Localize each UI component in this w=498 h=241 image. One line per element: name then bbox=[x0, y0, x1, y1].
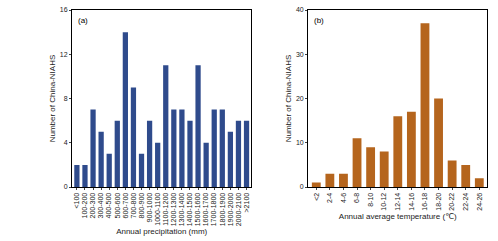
svg-text:18-20: 18-20 bbox=[435, 193, 442, 211]
svg-text:<100: <100 bbox=[73, 193, 80, 209]
svg-text:8: 8 bbox=[64, 95, 68, 102]
svg-text:8-10: 8-10 bbox=[367, 193, 374, 207]
svg-text:22-24: 22-24 bbox=[462, 193, 469, 211]
svg-text:Annual average temperature (℃): Annual average temperature (℃) bbox=[339, 212, 457, 221]
svg-text:1900-2000: 1900-2000 bbox=[227, 193, 234, 227]
svg-text:20-22: 20-22 bbox=[448, 193, 455, 211]
svg-text:0: 0 bbox=[64, 183, 68, 190]
svg-text:1200-1300: 1200-1300 bbox=[170, 193, 177, 227]
svg-text:16-18: 16-18 bbox=[421, 193, 428, 211]
svg-text:10: 10 bbox=[296, 139, 304, 146]
svg-text:10-12: 10-12 bbox=[380, 193, 387, 211]
svg-text:800-900: 800-900 bbox=[138, 193, 145, 219]
svg-text:12-14: 12-14 bbox=[394, 193, 401, 211]
svg-text:300-400: 300-400 bbox=[97, 193, 104, 219]
svg-text:1300-1400: 1300-1400 bbox=[178, 193, 185, 227]
svg-text:12: 12 bbox=[60, 51, 68, 58]
svg-text:1700-1800: 1700-1800 bbox=[210, 193, 217, 227]
svg-text:30: 30 bbox=[296, 51, 304, 58]
svg-text:200-300: 200-300 bbox=[89, 193, 96, 219]
svg-text:<2: <2 bbox=[313, 193, 320, 201]
svg-text:1500-1600: 1500-1600 bbox=[194, 193, 201, 227]
svg-text:(b): (b) bbox=[314, 16, 324, 25]
svg-text:100-200: 100-200 bbox=[81, 193, 88, 219]
svg-text:14-16: 14-16 bbox=[408, 193, 415, 211]
svg-text:1600-1700: 1600-1700 bbox=[202, 193, 209, 227]
svg-text:4: 4 bbox=[64, 139, 68, 146]
svg-text:1100-1200: 1100-1200 bbox=[162, 193, 169, 226]
svg-text:20: 20 bbox=[296, 95, 304, 102]
svg-text:1400-1500: 1400-1500 bbox=[186, 193, 193, 227]
svg-text:Number of China-NIAHS: Number of China-NIAHS bbox=[284, 55, 293, 143]
svg-text:4-6: 4-6 bbox=[340, 193, 347, 203]
svg-text:Annual precipitation (mm): Annual precipitation (mm) bbox=[116, 227, 207, 236]
svg-text:400-500: 400-500 bbox=[105, 193, 112, 219]
svg-text:1000-1100: 1000-1100 bbox=[154, 193, 161, 226]
svg-text:600-700: 600-700 bbox=[122, 193, 129, 219]
svg-text:>2100: >2100 bbox=[243, 193, 250, 213]
svg-text:Number of China-NIAHS: Number of China-NIAHS bbox=[48, 55, 57, 143]
svg-text:2000-2100: 2000-2100 bbox=[235, 193, 242, 227]
svg-text:(a): (a) bbox=[78, 16, 88, 25]
svg-text:24-26: 24-26 bbox=[476, 193, 483, 211]
svg-text:900-1000: 900-1000 bbox=[146, 193, 153, 223]
svg-text:1800-1900: 1800-1900 bbox=[219, 193, 226, 227]
svg-text:16: 16 bbox=[60, 6, 68, 13]
svg-text:2-4: 2-4 bbox=[326, 193, 333, 203]
svg-text:500-600: 500-600 bbox=[114, 193, 121, 219]
svg-text:700-800: 700-800 bbox=[130, 193, 137, 219]
svg-text:40: 40 bbox=[296, 6, 304, 13]
svg-text:6-8: 6-8 bbox=[353, 193, 360, 203]
svg-text:0: 0 bbox=[300, 183, 304, 190]
